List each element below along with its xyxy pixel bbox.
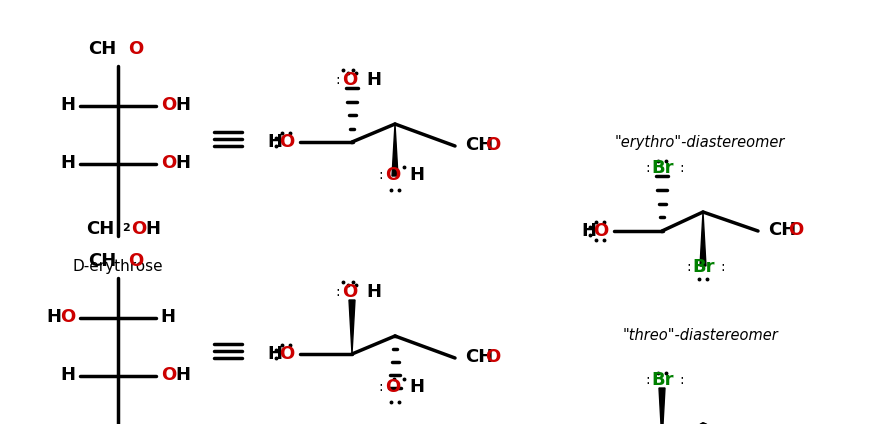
Text: H: H (366, 71, 381, 89)
Text: H: H (581, 222, 596, 240)
Text: CH: CH (87, 252, 116, 270)
Text: CH: CH (86, 220, 114, 238)
Text: O: O (131, 220, 146, 238)
Text: CH: CH (465, 136, 493, 154)
Text: CH: CH (87, 40, 116, 58)
Text: O: O (279, 133, 294, 151)
Text: :: : (721, 260, 725, 274)
Text: Br: Br (652, 371, 674, 389)
Text: O: O (788, 221, 803, 239)
Text: H: H (267, 345, 282, 363)
Text: H: H (366, 283, 381, 301)
Text: O: O (279, 345, 294, 363)
Text: H: H (409, 378, 424, 396)
Text: O: O (161, 96, 177, 114)
Text: H: H (60, 96, 75, 114)
Text: H: H (46, 308, 61, 326)
Polygon shape (392, 124, 398, 176)
Text: :: : (646, 373, 650, 387)
Text: H: H (409, 166, 424, 184)
Text: H: H (267, 133, 282, 151)
Text: O: O (485, 348, 500, 366)
Text: O: O (485, 136, 500, 154)
Text: H: H (60, 154, 75, 172)
Text: :: : (687, 260, 691, 274)
Text: H: H (145, 220, 160, 238)
Polygon shape (659, 388, 665, 424)
Text: O: O (128, 252, 143, 270)
Polygon shape (700, 212, 706, 266)
Text: CH: CH (768, 221, 796, 239)
Text: H: H (175, 154, 190, 172)
Text: "erythro"-diastereomer: "erythro"-diastereomer (614, 134, 785, 150)
Text: :: : (680, 161, 684, 175)
Text: O: O (161, 366, 177, 384)
Text: H: H (175, 366, 190, 384)
Text: O: O (343, 283, 357, 301)
Text: O: O (161, 154, 177, 172)
Text: D-erythrose: D-erythrose (73, 259, 163, 273)
Text: O: O (59, 308, 75, 326)
Text: :: : (378, 168, 384, 182)
Text: Br: Br (693, 258, 715, 276)
Text: H: H (175, 96, 190, 114)
Text: O: O (385, 378, 400, 396)
Text: O: O (385, 166, 400, 184)
Text: Br: Br (652, 159, 674, 177)
Text: "threo"-diastereomer: "threo"-diastereomer (622, 329, 778, 343)
Text: H: H (161, 308, 176, 326)
Text: :: : (336, 285, 340, 299)
Polygon shape (349, 300, 355, 354)
Text: O: O (128, 40, 143, 58)
Text: :: : (378, 380, 384, 394)
Text: O: O (593, 222, 608, 240)
Text: :: : (680, 373, 684, 387)
Text: :: : (646, 161, 650, 175)
Text: O: O (343, 71, 357, 89)
Text: :: : (336, 73, 340, 87)
Text: H: H (60, 366, 75, 384)
Text: 2: 2 (122, 223, 129, 233)
Text: CH: CH (465, 348, 493, 366)
